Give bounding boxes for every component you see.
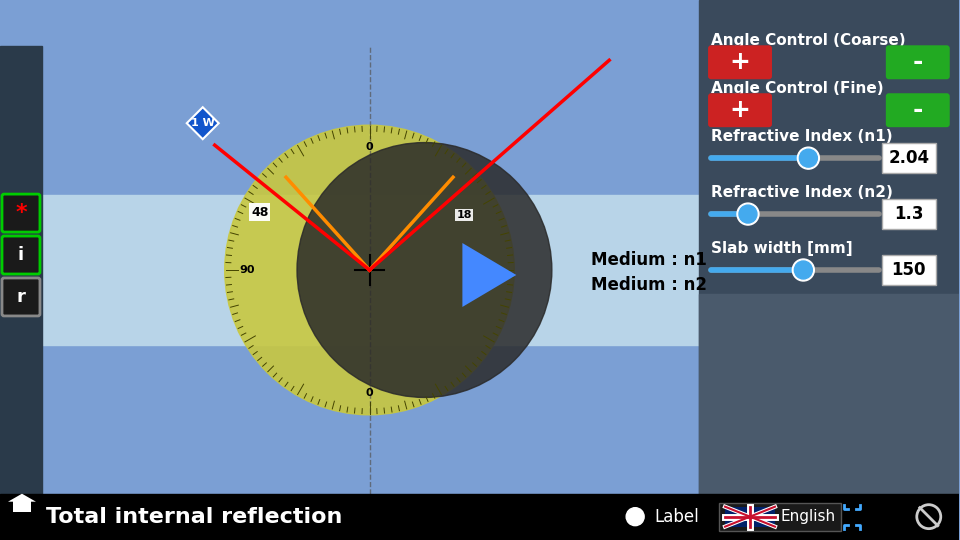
Circle shape [297,143,552,397]
Text: -: - [913,98,923,122]
Text: 1 W: 1 W [191,118,215,128]
FancyBboxPatch shape [886,93,949,127]
Bar [13,500,31,512]
FancyBboxPatch shape [2,278,40,316]
Polygon shape [187,107,219,139]
Text: Medium : n1: Medium : n1 [591,251,708,269]
Text: +: + [730,98,751,122]
Text: Angle Control (Fine): Angle Control (Fine) [711,81,884,96]
FancyBboxPatch shape [708,93,772,127]
FancyBboxPatch shape [719,503,841,531]
Text: English: English [781,509,836,524]
Text: Total internal reflection: Total internal reflection [46,507,343,526]
Circle shape [626,508,644,525]
Polygon shape [8,494,36,502]
FancyBboxPatch shape [2,236,40,274]
Text: Slab width [mm]: Slab width [mm] [711,240,852,255]
Text: 18: 18 [457,210,472,220]
FancyBboxPatch shape [882,143,936,173]
Bar [699,294,959,494]
Text: 48: 48 [251,206,269,219]
Text: 90: 90 [485,265,500,275]
Polygon shape [463,243,516,307]
Circle shape [800,149,817,167]
Text: 0: 0 [366,142,373,152]
Text: i: i [18,246,24,264]
Text: +: + [730,50,751,75]
Text: 2.04: 2.04 [888,149,929,167]
FancyBboxPatch shape [886,45,949,79]
Bar [0,46,42,494]
FancyBboxPatch shape [882,255,936,285]
Circle shape [739,205,757,223]
Text: 0: 0 [366,388,373,398]
Circle shape [794,261,812,279]
Circle shape [225,125,515,415]
Text: 150: 150 [892,261,926,279]
Text: 90: 90 [239,265,254,275]
Text: r: r [16,288,25,306]
Text: Medium : n2: Medium : n2 [591,276,708,294]
Text: Refractive Index (n2): Refractive Index (n2) [711,185,893,200]
FancyBboxPatch shape [882,199,936,229]
Bar [0,494,959,539]
FancyBboxPatch shape [2,194,40,232]
Circle shape [737,203,759,225]
FancyBboxPatch shape [708,45,772,79]
Bar [0,195,699,345]
Text: Angle Control (Coarse): Angle Control (Coarse) [711,33,905,48]
Bar [699,1,959,494]
Text: Label: Label [654,508,699,525]
Text: Refractive Index (n1): Refractive Index (n1) [711,129,893,144]
Text: *: * [15,203,27,223]
Text: 1.3: 1.3 [894,205,924,223]
Circle shape [798,147,819,169]
Text: -: - [913,50,923,75]
Circle shape [792,259,814,281]
Bar [725,507,775,526]
